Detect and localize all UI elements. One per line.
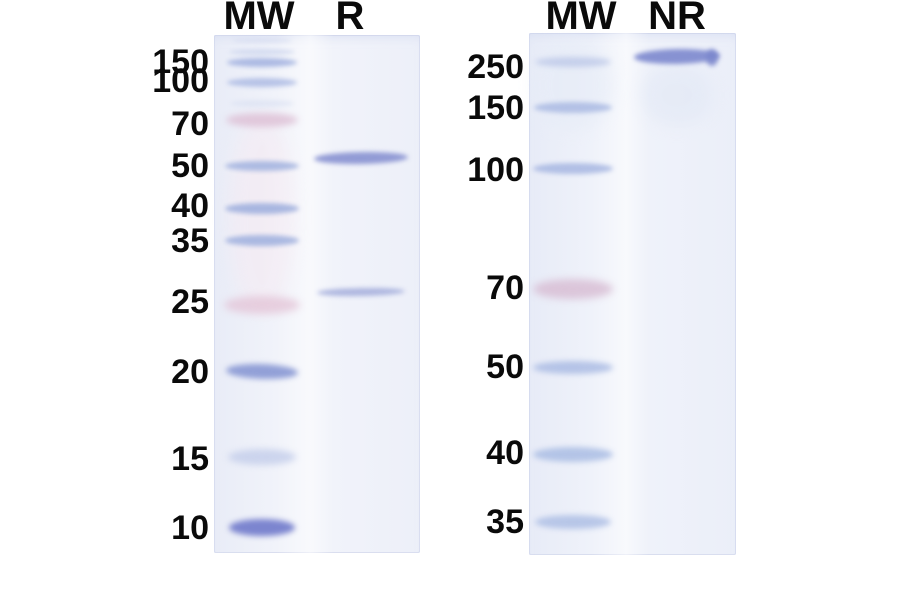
lane-smear bbox=[534, 40, 612, 130]
lane-header-r: R bbox=[335, 0, 365, 38]
band-25kda-mw-ladder bbox=[224, 296, 300, 314]
band-mw-ladder bbox=[230, 99, 294, 107]
marker-label-150kda: 150 bbox=[467, 89, 524, 127]
lane-header-mw: MW bbox=[223, 0, 295, 38]
band-mw-ladder bbox=[232, 37, 292, 43]
marker-label-25kda: 25 bbox=[171, 283, 209, 321]
band-50kda-mw-ladder bbox=[225, 161, 299, 171]
band-70kda-mw-ladder bbox=[226, 113, 298, 127]
marker-label-70kda: 70 bbox=[486, 269, 524, 307]
band-35kda-mw-ladder bbox=[225, 234, 299, 246]
band-15kda-mw-ladder bbox=[228, 449, 296, 465]
marker-label-100kda: 100 bbox=[467, 151, 524, 189]
marker-label-150kda: 150 bbox=[152, 43, 209, 81]
lane-header-mw: MW bbox=[545, 0, 617, 38]
band-35kda-mw-ladder bbox=[535, 515, 611, 529]
marker-label-70kda: 70 bbox=[171, 105, 209, 143]
marker-label-40kda: 40 bbox=[171, 187, 209, 225]
marker-label-10kda: 10 bbox=[171, 509, 209, 547]
band-mw-ladder bbox=[229, 49, 295, 55]
lane-smear bbox=[230, 120, 294, 310]
band-150kda-mw-ladder bbox=[534, 101, 612, 113]
band-70kda-mw-ladder bbox=[533, 279, 613, 299]
marker-label-15kda: 15 bbox=[171, 440, 209, 478]
band-sample-NR bbox=[706, 48, 718, 66]
band-40kda-mw-ladder bbox=[533, 446, 613, 462]
marker-label-100kda: 100 bbox=[152, 62, 209, 100]
lane-smear bbox=[642, 65, 712, 125]
marker-label-250kda: 250 bbox=[467, 48, 524, 86]
band-40kda-mw-ladder bbox=[225, 202, 299, 214]
band-100kda-mw-ladder bbox=[533, 162, 613, 174]
band-50kda-mw-ladder bbox=[533, 360, 613, 374]
lane-header-nr: NR bbox=[648, 0, 706, 38]
band-150kda-mw-ladder bbox=[227, 57, 297, 67]
band-250kda-mw-ladder bbox=[535, 57, 611, 67]
band-10kda-mw-ladder bbox=[229, 518, 295, 536]
marker-label-20kda: 20 bbox=[171, 353, 209, 391]
band-100kda-mw-ladder bbox=[227, 77, 297, 87]
marker-label-50kda: 50 bbox=[171, 147, 209, 185]
marker-label-50kda: 50 bbox=[486, 348, 524, 386]
marker-label-35kda: 35 bbox=[171, 222, 209, 260]
marker-label-40kda: 40 bbox=[486, 434, 524, 472]
marker-label-35kda: 35 bbox=[486, 503, 524, 541]
